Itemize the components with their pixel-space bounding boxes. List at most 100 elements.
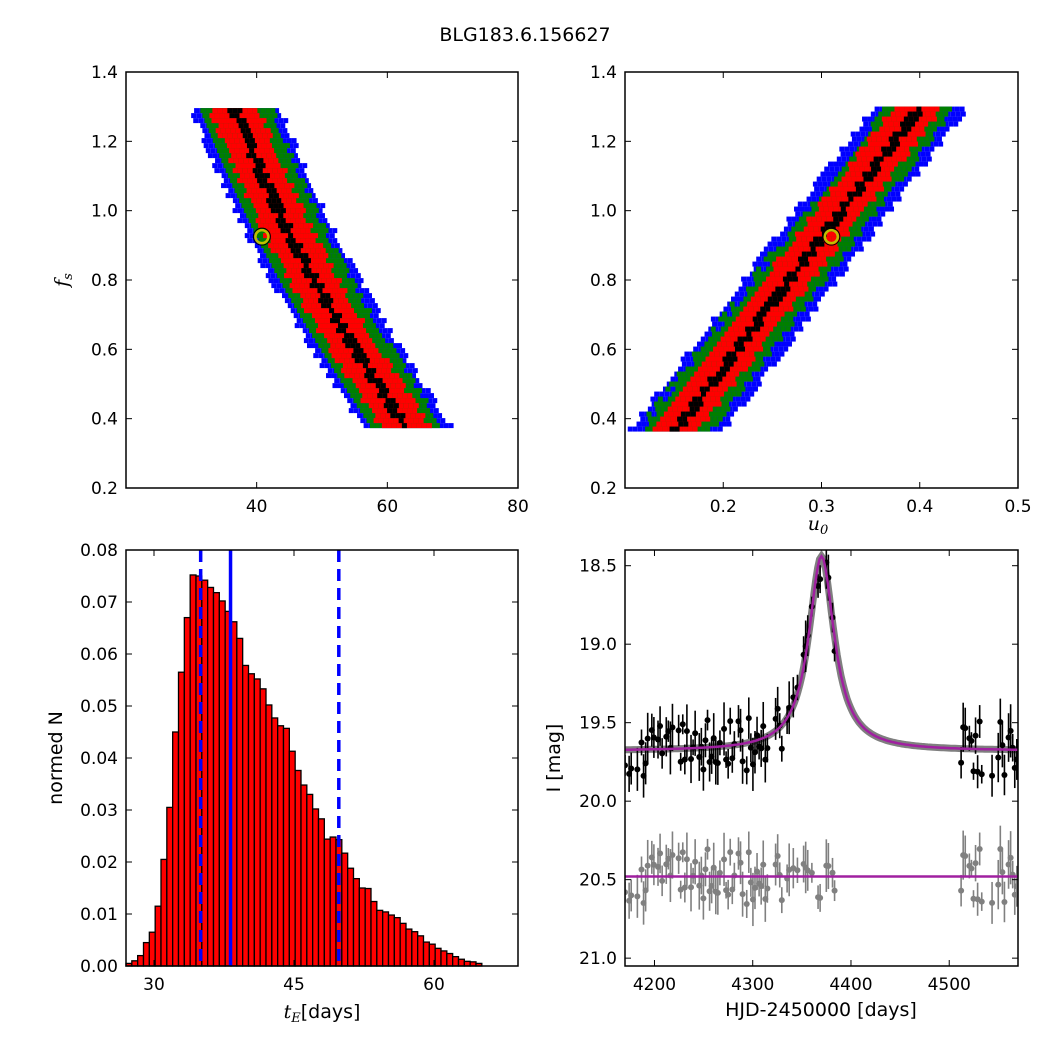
1-sigma-point [343,348,349,354]
2-sigma-point [883,111,889,117]
best-density-point [309,273,315,279]
3-sigma-point [639,411,645,417]
2-sigma-point [337,373,343,379]
1-sigma-point [298,203,304,209]
2-sigma-point [323,258,329,264]
3-sigma-point [232,198,238,204]
1-sigma-point [297,288,303,294]
1-sigma-point [335,343,341,349]
3-sigma-point [357,413,363,419]
1-sigma-point [307,288,313,294]
3-sigma-point [732,406,738,412]
1-sigma-point [277,168,283,174]
best-density-point [350,343,356,349]
3-sigma-point [845,251,851,257]
2-sigma-point [379,353,385,359]
2-sigma-point [764,341,770,347]
2-sigma-point [756,266,762,272]
2-sigma-point [677,376,683,382]
best-density-point [332,313,338,319]
2-sigma-point [891,166,897,172]
3-sigma-point [853,246,859,252]
2-sigma-point [906,146,912,152]
2-sigma-point [863,216,869,222]
2-sigma-point [313,208,319,214]
1-sigma-point [324,333,330,339]
3-sigma-point [731,401,737,407]
best-density-point [293,243,299,249]
3-sigma-point [859,126,865,132]
2-sigma-point [919,136,925,142]
2-sigma-point [761,351,767,357]
3-sigma-point [448,423,454,429]
1-sigma-point [322,288,328,294]
2-sigma-point [774,321,780,327]
1-sigma-point [336,303,342,309]
1-sigma-point [223,123,229,129]
2-sigma-point [267,113,273,119]
2-sigma-point [278,163,284,169]
1-sigma-point [382,378,388,384]
2-sigma-point [333,248,339,254]
2-sigma-point [289,188,295,194]
1-sigma-point [370,383,376,389]
2-sigma-point [321,233,327,239]
best-density-point [298,253,304,259]
1-sigma-point [270,238,276,244]
2-sigma-point [285,168,291,174]
2-sigma-point [268,258,274,264]
2-sigma-point [347,283,353,289]
1-sigma-point [352,378,358,384]
2-sigma-point [709,341,715,347]
1-sigma-point [275,248,281,254]
2-sigma-point [320,338,326,344]
1-sigma-point [402,408,408,414]
1-sigma-point [246,188,252,194]
2-sigma-point [787,231,793,237]
1-sigma-point [337,338,343,344]
2-sigma-point [279,278,285,284]
2-sigma-point [767,251,773,257]
3-sigma-point [827,281,833,287]
1-sigma-point [276,188,282,194]
2-sigma-point [251,223,257,229]
1-sigma-point [231,143,237,149]
2-sigma-point [347,388,353,394]
2-sigma-point [261,243,267,249]
1-sigma-point [249,183,255,189]
2-sigma-point [671,391,677,397]
3-sigma-point [627,426,633,432]
2-sigma-point [645,426,651,432]
3-sigma-point [750,376,756,382]
1-sigma-point [372,393,378,399]
1-sigma-point [219,113,225,119]
2-sigma-point [402,373,408,379]
3-sigma-point [200,123,206,129]
3-sigma-point [793,326,799,332]
1-sigma-point [265,163,271,169]
2-sigma-point [704,341,710,347]
best-density-point [398,418,404,424]
3-sigma-point [891,196,897,202]
3-sigma-point [829,271,835,277]
2-sigma-point [318,238,324,244]
3-sigma-point [327,368,333,374]
3-sigma-point [874,106,880,112]
x-tick-label: 60 [377,497,399,517]
2-sigma-point [880,201,886,207]
2-sigma-point [324,353,330,359]
3-sigma-point [700,336,706,342]
3-sigma-point [877,221,883,227]
1-sigma-point [259,138,265,144]
2-sigma-point [923,131,929,137]
2-sigma-point [352,283,358,289]
1-sigma-point [292,288,298,294]
3-sigma-point [745,396,751,402]
1-sigma-point [331,328,337,334]
1-sigma-point [321,328,327,334]
1-sigma-point [291,198,297,204]
3-sigma-point [303,188,309,194]
3-sigma-point [260,253,266,259]
1-sigma-point [315,293,321,299]
1-sigma-point [254,148,260,154]
